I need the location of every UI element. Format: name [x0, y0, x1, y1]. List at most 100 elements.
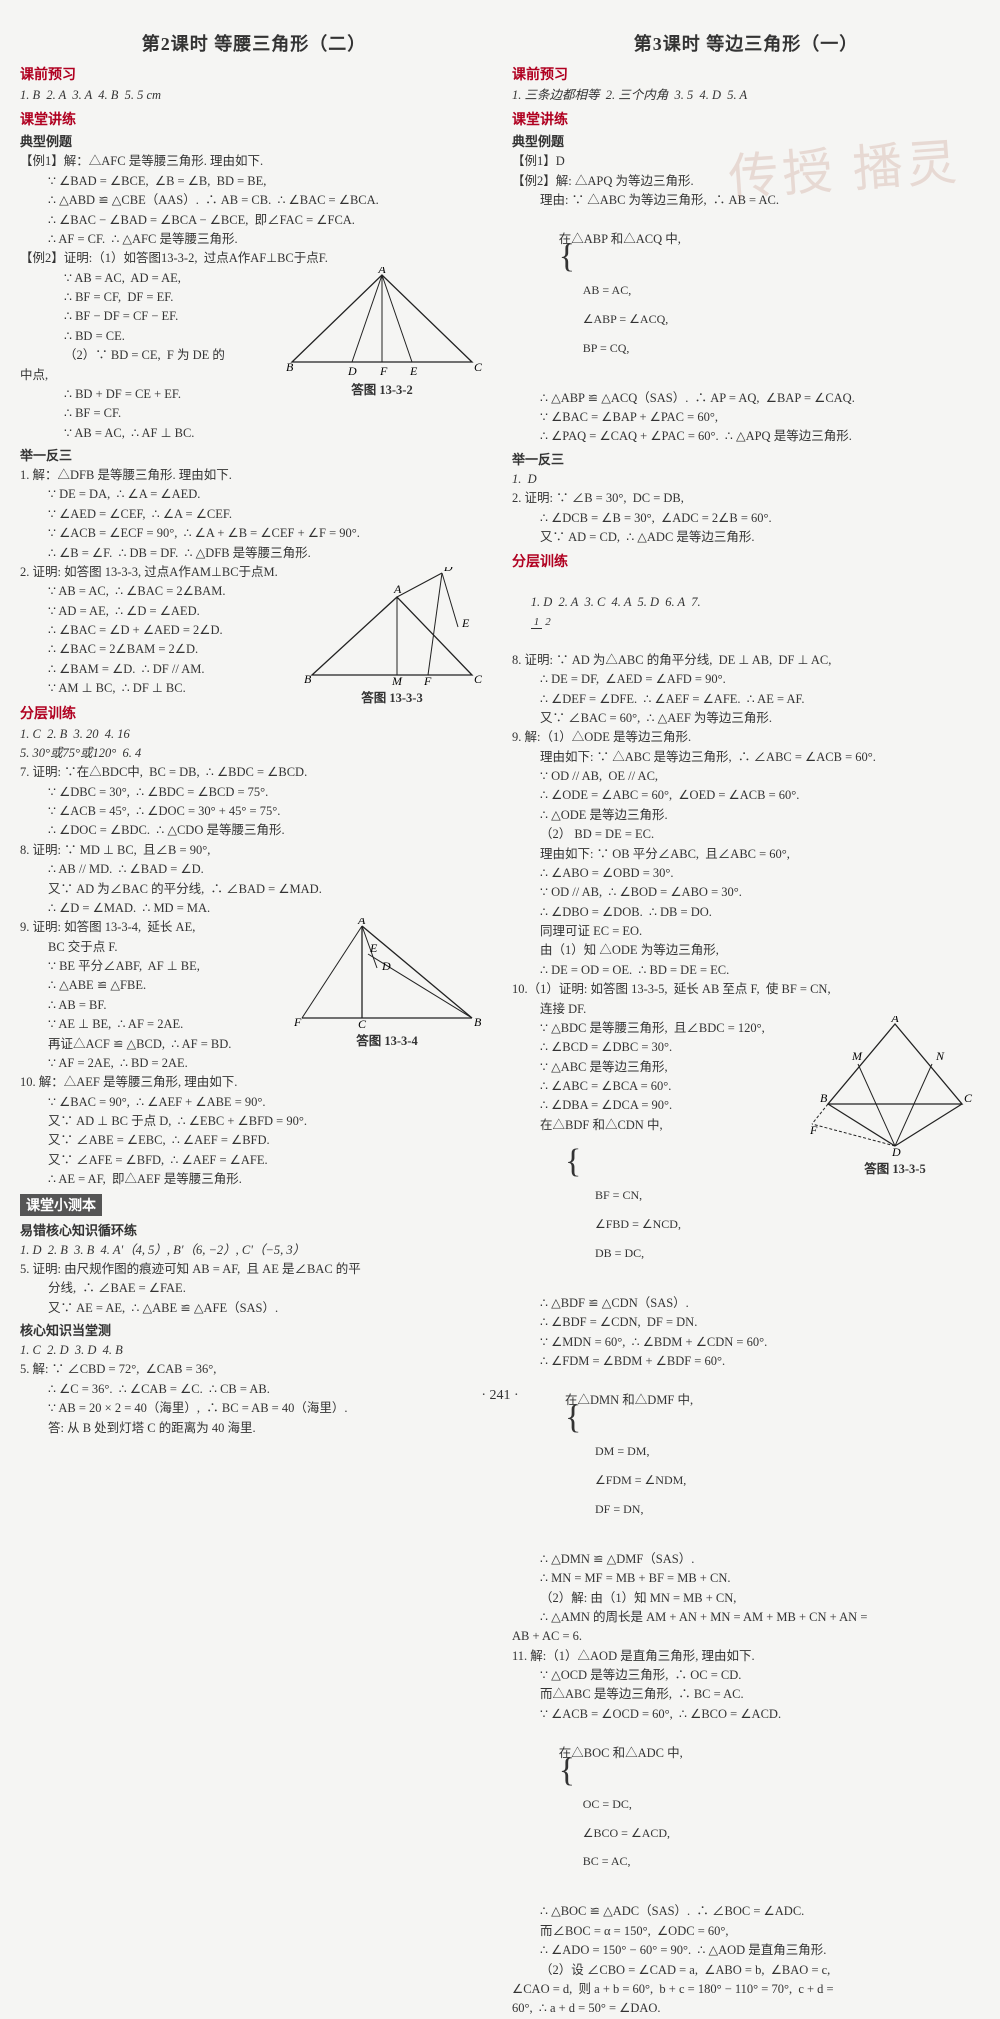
- p9-l2-r: ∵ OD // AB, OE // AC,: [512, 767, 980, 786]
- core5-l3: 答: 从 B 处到灯塔 C 的距离为 40 海里.: [20, 1419, 488, 1438]
- p8-l1-r: ∴ DE = DF, ∠AED = ∠AFD = 90°.: [512, 670, 980, 689]
- a1-l4: ∴ ∠B = ∠F. ∴ DB = DF. ∴ △DFB 是等腰三角形.: [20, 544, 488, 563]
- preclass-header-r: 课前预习: [512, 64, 980, 84]
- svg-text:E: E: [369, 941, 378, 955]
- layer-header-r: 分层训练: [512, 551, 980, 571]
- p8-head: 8. 证明: ∵ MD ⊥ BC, 且∠B = 90°,: [20, 841, 488, 860]
- ex1-l1: 解：△AFC 是等腰三角形. 理由如下.: [64, 154, 263, 168]
- preclass-answers-r: 1. 三条边都相等 2. 三个内角 3. 5 4. D 5. A: [512, 86, 980, 105]
- p9-l4-r: ∴ △ODE 是等边三角形.: [512, 806, 980, 825]
- p8-l3-r: 又∵ ∠BAC = 60°, ∴ △AEF 为等边三角形.: [512, 709, 980, 728]
- two-column-layout: 第2课时 等腰三角形（二） 课前预习 1. B 2. A 3. A 4. B 5…: [20, 30, 980, 2019]
- ex1-l4: ∴ ∠BAC − ∠BAD = ∠BCA − ∠BCE, 即∠FAC = ∠FC…: [20, 211, 488, 230]
- ex1-label: 【例1】: [20, 154, 64, 168]
- svg-text:B: B: [820, 1091, 828, 1105]
- svg-text:F: F: [810, 1123, 818, 1137]
- p11brc1: OC = DC,: [583, 1797, 632, 1811]
- cycle-ans: 1. D 2. B 3. B 4. A'（4, 5）, B'（6, −2）, C…: [20, 1241, 488, 1260]
- svg-text:B: B: [286, 360, 294, 374]
- apply-header: 举一反三: [20, 445, 488, 464]
- p8-l2: 又∵ AD 为∠BAC 的平分线, ∴ ∠BAD = ∠MAD.: [20, 880, 488, 899]
- ex1-l2: ∵ ∠BAD = ∠BCE, ∠B = ∠B, BD = BE,: [20, 172, 488, 191]
- p9-l6: ∵ AF = 2AE, ∴ BD = 2AE.: [20, 1054, 488, 1073]
- lesson-title-right: 第3课时 等边三角形（一）: [512, 30, 980, 56]
- p8-l3: ∴ ∠D = ∠MAD. ∴ MD = MA.: [20, 899, 488, 918]
- example-header: 典型例题: [20, 131, 488, 150]
- svg-text:A: A: [393, 582, 402, 596]
- br1: AB = AC,: [583, 283, 631, 297]
- ex1-l3: ∴ △ABD ≌ △CBE（AAS）. ∴ AB = CB. ∴ ∠BAC = …: [20, 191, 488, 210]
- layer-ans2: 5. 30°或75°或120° 6. 4: [20, 744, 488, 763]
- p11-l6-r: 而∠BOC = α = 150°, ∠ODC = 60°,: [512, 1922, 980, 1941]
- br3: BP = CQ,: [583, 341, 630, 355]
- p10brb3: DF = DN,: [595, 1502, 643, 1516]
- p10-l12-r: ∴ △DMN ≌ △DMF（SAS）.: [512, 1550, 980, 1569]
- a1-r: 1. D: [512, 470, 980, 489]
- fig1-label: 答图 13-3-2: [282, 379, 482, 398]
- p9-l1-r: 理由如下: ∵ △ABC 是等边三角形, ∴ ∠ABC = ∠ACB = 60°…: [512, 748, 980, 767]
- svg-text:F: F: [379, 364, 388, 377]
- fraction-half: 12: [531, 617, 554, 628]
- p11-l4-r: 在△BOC 和△ADC 中, { OC = DC, ∠BCO = ∠ACD, B…: [512, 1724, 980, 1902]
- svg-text:N: N: [935, 1049, 945, 1063]
- figure-13-3-3: A B C D E M F 答图 13-3-3: [302, 567, 482, 706]
- svg-text:F: F: [293, 1015, 302, 1028]
- p8-l1: ∴ AB // MD. ∴ ∠BAD = ∠D.: [20, 860, 488, 879]
- p11-l9-r: ∠CAO = d, 则 a + b = 60°, b + c = 180° − …: [512, 1980, 980, 1999]
- a2-block: 2. 证明: 如答图 13-3-3, 过点A作AM⊥BC于点M. ∵ AB = …: [20, 563, 488, 699]
- ex1-l5: ∴ AF = CF. ∴ △AFC 是等腰三角形.: [20, 230, 488, 249]
- p7-l2: ∵ ∠ACB = 45°, ∴ ∠DOC = 30° + 45° = 75°.: [20, 802, 488, 821]
- br2: ∠ABP = ∠ACQ,: [583, 312, 669, 326]
- core-ans: 1. C 2. D 3. D 4. B: [20, 1341, 488, 1360]
- svg-text:C: C: [474, 672, 482, 685]
- ex2-l8: ∵ AB = AC, ∴ AF ⊥ BC.: [20, 424, 488, 443]
- p11-l2-r: 而△ABC 是等边三角形, ∴ BC = AC.: [512, 1685, 980, 1704]
- p11-l5-r: ∴ △BOC ≌ △ADC（SAS）. ∴ ∠BOC = ∠ADC.: [512, 1902, 980, 1921]
- ex2-l5-r: ∴ ∠PAQ = ∠CAQ + ∠PAC = 60°. ∴ △APQ 是等边三角…: [512, 427, 980, 446]
- p10-head: 10. 解：△AEF 是等腰三角形, 理由如下.: [20, 1073, 488, 1092]
- core-header: 核心知识当堂测: [20, 1320, 488, 1339]
- a1-l3: ∵ ∠ACB = ∠ECF = 90°, ∴ ∠A + ∠B = ∠CEF + …: [20, 524, 488, 543]
- p10br3: DB = DC,: [595, 1246, 644, 1260]
- svg-text:M: M: [391, 674, 403, 685]
- ex2-l2pre: 在△ABP 和△ACQ 中,: [559, 232, 681, 246]
- a1-l1: ∵ DE = DA, ∴ ∠A = ∠AED.: [20, 485, 488, 504]
- ex2-head: 【例2】证明:（1）如答图13-3-2, 过点A作AF⊥BC于点F.: [20, 249, 488, 268]
- p8-l2-r: ∴ ∠DEF = ∠DFE. ∴ ∠AEF = ∠AFE. ∴ AE = AF.: [512, 690, 980, 709]
- apply-header-r: 举一反三: [512, 449, 980, 468]
- ex2-block: 【例2】证明:（1）如答图13-3-2, 过点A作AF⊥BC于点F. ∵ AB …: [20, 249, 488, 443]
- p10brb2: ∠FDM = ∠NDM,: [595, 1473, 686, 1487]
- p7-l1: ∵ ∠DBC = 30°, ∴ ∠BDC = ∠BCD = 75°.: [20, 783, 488, 802]
- ex2-r: 【例2】解: △APQ 为等边三角形.: [512, 172, 980, 191]
- test-header: 课堂小测本: [20, 1194, 102, 1216]
- ex1-r: 【例1】D: [512, 152, 980, 171]
- svg-text:D: D: [347, 364, 357, 377]
- figure-13-3-5: A B C M N F D 答图 13-3-5: [810, 1016, 980, 1177]
- p11-l8-r: （2）设 ∠CBO = ∠CAD = a, ∠ABO = b, ∠BAO = c…: [512, 1961, 980, 1980]
- a1-head: 1. 解：△DFB 是等腰三角形. 理由如下.: [20, 466, 488, 485]
- svg-text:D: D: [891, 1145, 901, 1156]
- p10-l15-r: ∴ △AMN 的周长是 AM + AN + MN = AM + MB + CN …: [512, 1608, 980, 1627]
- core5-head: 5. 解: ∵ ∠CBD = 72°, ∠CAB = 36°,: [20, 1360, 488, 1379]
- p10-l1: ∵ ∠BAC = 90°, ∴ ∠AEF + ∠ABE = 90°.: [20, 1093, 488, 1112]
- ex2-l3-r: ∴ △ABP ≌ △ACQ（SAS）. ∴ AP = AQ, ∠BAP = ∠C…: [512, 389, 980, 408]
- fig2-label: 答图 13-3-3: [302, 687, 482, 706]
- brace-icon: {: [559, 1766, 575, 1777]
- svg-text:B: B: [474, 1015, 482, 1028]
- cycle5-l2: 又∵ AE = AE, ∴ △ABE ≌ △AFE（SAS）.: [20, 1299, 488, 1318]
- p10br2: ∠FBD = ∠NCD,: [595, 1217, 681, 1231]
- ex2-label: 【例2】: [20, 251, 64, 265]
- ex2-l7: ∴ BF = CF.: [20, 404, 488, 423]
- p9-l6-r: 理由如下: ∵ OB 平分∠ABC, 且∠ABC = 60°,: [512, 845, 980, 864]
- ex2-l1-r: 理由: ∵ △ABC 为等边三角形, ∴ AB = AC.: [512, 191, 980, 210]
- ex2-headtext: 证明:（1）如答图13-3-2, 过点A作AF⊥BC于点F.: [64, 251, 328, 265]
- p10-l5: ∴ AE = AF, 即△AEF 是等腰三角形.: [20, 1170, 488, 1189]
- p10-l10-r: ∴ ∠FDM = ∠BDM + ∠BDF = 60°.: [512, 1352, 980, 1371]
- svg-text:M: M: [851, 1049, 863, 1063]
- p10-l3: 又∵ ∠ABE = ∠EBC, ∴ ∠AEF = ∠BFD.: [20, 1131, 488, 1150]
- p8-head-r: 8. 证明: ∵ AD 为△ABC 的角平分线, DE ⊥ AB, DF ⊥ A…: [512, 651, 980, 670]
- example-header-r: 典型例题: [512, 131, 980, 150]
- p11-l10-r: 60°, ∴ a + d = 50° = ∠DAO.: [512, 1999, 980, 2018]
- layer-ans-r: 1. D 2. A 3. C 4. A 5. D 6. A 7. 12: [512, 573, 980, 651]
- svg-text:E: E: [409, 364, 418, 377]
